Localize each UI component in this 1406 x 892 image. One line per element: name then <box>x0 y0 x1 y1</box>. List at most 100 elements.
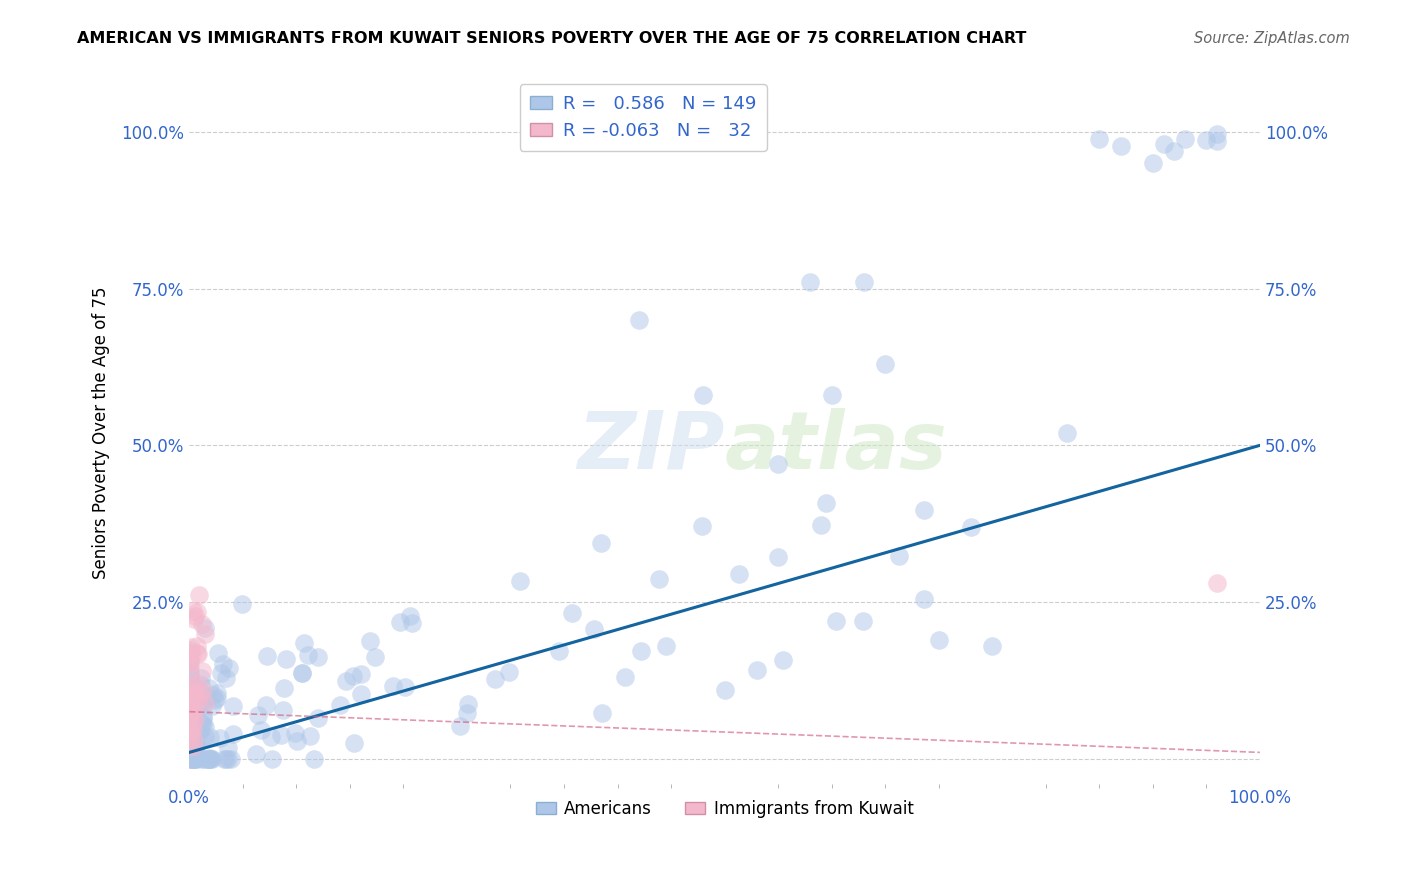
Point <box>179 688 201 702</box>
Point <box>692 388 714 402</box>
Point <box>179 642 201 657</box>
Point <box>180 752 202 766</box>
Point <box>179 670 201 684</box>
Point <box>1206 135 1229 149</box>
Point <box>180 727 202 741</box>
Point <box>217 752 239 766</box>
Point <box>184 752 207 766</box>
Point <box>205 691 228 706</box>
Point <box>194 621 217 635</box>
Point <box>200 752 222 766</box>
Point <box>401 616 423 631</box>
Point <box>179 686 201 700</box>
Point <box>191 664 214 678</box>
Point <box>959 520 981 534</box>
Point <box>270 728 292 742</box>
Point <box>350 667 373 681</box>
Point <box>928 632 950 647</box>
Point <box>187 724 209 739</box>
Point <box>179 723 201 738</box>
Point <box>183 612 205 626</box>
Point <box>1206 576 1229 591</box>
Point <box>183 608 205 623</box>
Point <box>180 752 202 766</box>
Point <box>184 686 207 700</box>
Point <box>231 597 253 611</box>
Point <box>285 733 308 747</box>
Legend: Americans, Immigrants from Kuwait: Americans, Immigrants from Kuwait <box>529 793 920 824</box>
Text: Source: ZipAtlas.com: Source: ZipAtlas.com <box>1194 31 1350 46</box>
Point <box>273 681 295 695</box>
Point <box>852 615 875 629</box>
Point <box>690 519 713 533</box>
Point <box>810 517 832 532</box>
Point <box>179 655 201 669</box>
Point <box>456 706 478 721</box>
Point <box>184 680 207 694</box>
Point <box>250 723 273 737</box>
Point <box>183 720 205 734</box>
Point <box>342 669 364 683</box>
Point <box>194 696 217 710</box>
Point <box>194 731 217 745</box>
Point <box>194 720 217 734</box>
Point <box>292 636 315 650</box>
Point <box>256 648 278 663</box>
Point <box>186 677 208 691</box>
Point <box>179 723 201 738</box>
Point <box>981 639 1004 653</box>
Point <box>179 710 201 724</box>
Point <box>208 731 231 746</box>
Point <box>262 752 284 766</box>
Point <box>186 737 208 751</box>
Point <box>1142 156 1164 170</box>
Point <box>183 704 205 718</box>
Point <box>222 699 245 714</box>
Point <box>209 665 232 680</box>
Point <box>191 695 214 709</box>
Point <box>179 686 201 700</box>
Point <box>364 650 387 665</box>
Point <box>180 681 202 695</box>
Point <box>814 495 837 509</box>
Point <box>179 677 201 691</box>
Point <box>582 622 605 636</box>
Point <box>457 697 479 711</box>
Point <box>179 699 201 714</box>
Point <box>193 752 215 766</box>
Point <box>183 732 205 747</box>
Point <box>183 604 205 618</box>
Point <box>359 634 381 648</box>
Point <box>188 588 211 602</box>
Point <box>181 680 204 694</box>
Point <box>245 747 267 761</box>
Point <box>388 615 411 629</box>
Point <box>188 720 211 734</box>
Point <box>204 693 226 707</box>
Point <box>198 752 221 766</box>
Point <box>179 721 201 735</box>
Point <box>183 752 205 766</box>
Point <box>307 650 329 665</box>
Point <box>179 690 201 704</box>
Point <box>222 727 245 741</box>
Point <box>180 725 202 739</box>
Point <box>193 709 215 723</box>
Point <box>713 682 735 697</box>
Point <box>875 357 897 371</box>
Text: ZIP: ZIP <box>578 408 724 486</box>
Point <box>614 670 637 684</box>
Point <box>398 608 420 623</box>
Point <box>212 657 235 672</box>
Point <box>195 689 218 703</box>
Point <box>190 678 212 692</box>
Point <box>655 639 678 653</box>
Point <box>291 666 314 681</box>
Point <box>180 738 202 752</box>
Point <box>198 752 221 766</box>
Point <box>291 666 314 681</box>
Point <box>766 457 789 471</box>
Point <box>181 714 204 729</box>
Point <box>180 723 202 738</box>
Point <box>197 752 219 766</box>
